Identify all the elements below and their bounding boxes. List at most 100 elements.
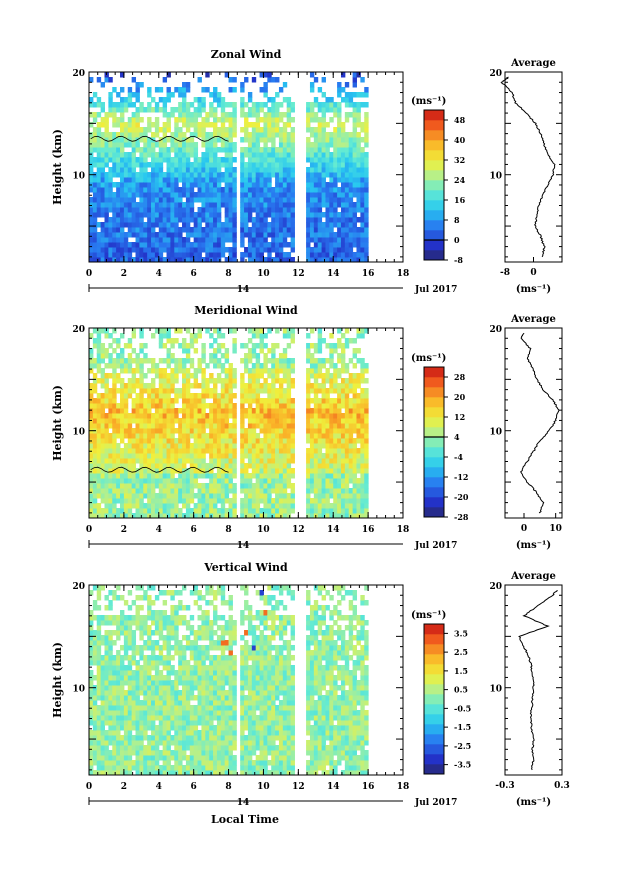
heatmap-cell	[240, 403, 245, 409]
heatmap-cell	[197, 368, 202, 374]
heatmap-cell	[162, 247, 168, 253]
heatmap-cell	[108, 645, 113, 651]
heatmap-cell	[182, 97, 187, 103]
heatmap-cell	[240, 488, 245, 494]
heatmap-cell	[325, 358, 330, 364]
heatmap-cell	[120, 433, 125, 439]
heatmap-cell	[259, 152, 264, 158]
heatmap-cell	[306, 127, 311, 133]
heatmap-cell	[100, 152, 106, 158]
heatmap-cell	[228, 197, 233, 203]
heatmap-cell	[158, 152, 164, 158]
heatmap-cell	[247, 177, 253, 183]
heatmap-cell	[352, 423, 357, 429]
heatmap-cell	[263, 187, 268, 193]
heatmap-cell	[267, 328, 272, 334]
heatmap-cell	[232, 227, 237, 233]
heatmap-cell	[108, 152, 113, 158]
heatmap-cell	[158, 393, 164, 399]
heatmap-cell	[182, 122, 187, 128]
heatmap-cell	[329, 378, 334, 384]
heatmap-cell	[151, 383, 156, 389]
heatmap-cell	[352, 473, 357, 479]
heatmap-cell	[286, 493, 292, 499]
heatmap-cell	[275, 368, 280, 374]
heatmap-cell	[189, 383, 195, 389]
heatmap-cell	[232, 87, 237, 93]
heatmap-cell	[259, 443, 264, 449]
heatmap-cell	[201, 202, 206, 208]
heatmap-cell	[174, 488, 179, 494]
heatmap-cell	[306, 152, 311, 158]
heatmap-cell	[100, 675, 106, 681]
heatmap-cell	[306, 177, 311, 183]
heatmap-cell	[313, 463, 319, 469]
heatmap-cell	[255, 107, 261, 113]
heatmap-cell	[151, 393, 156, 399]
heatmap-cell	[185, 503, 191, 509]
heatmap-cell	[135, 117, 140, 123]
heatmap-cell	[313, 142, 319, 148]
heatmap-cell	[286, 157, 292, 163]
heatmap-cell	[135, 498, 140, 504]
heatmap-cell	[209, 232, 214, 238]
heatmap-cell	[325, 488, 330, 494]
heatmap-cell	[228, 403, 233, 409]
heatmap-cell	[127, 162, 133, 168]
heatmap-cell	[263, 132, 268, 138]
heatmap-cell	[348, 423, 354, 429]
heatmap-cell	[333, 433, 338, 439]
heatmap-cell	[116, 463, 121, 469]
heatmap-cell	[259, 468, 264, 474]
heatmap-cell	[92, 147, 98, 153]
heatmap-cell	[309, 468, 315, 474]
heatmap-cell	[240, 237, 245, 243]
heatmap-cell	[96, 152, 102, 158]
heatmap-cell	[337, 237, 342, 243]
heatmap-cell	[147, 212, 152, 218]
heatmap-cell	[185, 142, 191, 148]
heatmap-cell	[255, 102, 261, 108]
heatmap-cell	[166, 122, 171, 128]
heatmap-cell	[278, 478, 284, 484]
heatmap-cell	[282, 388, 288, 394]
heatmap-cell	[154, 182, 160, 188]
heatmap-cell	[275, 513, 280, 519]
heatmap-cell	[267, 398, 272, 404]
heatmap-cell	[147, 503, 152, 509]
heatmap-cell	[309, 413, 315, 419]
heatmap-cell	[112, 328, 117, 334]
heatmap-cell	[232, 257, 237, 263]
heatmap-cell	[255, 458, 261, 464]
heatmap-cell	[271, 363, 276, 369]
heatmap-cell	[313, 172, 319, 178]
heatmap-cell	[329, 202, 334, 208]
heatmap-cell	[151, 237, 156, 243]
heatmap-cell	[92, 358, 98, 364]
heatmap-cell	[104, 705, 109, 711]
heatmap-cell	[104, 237, 109, 243]
heatmap-cell	[220, 202, 226, 208]
heatmap-cell	[321, 493, 326, 499]
heatmap-cell	[96, 750, 102, 756]
heatmap-cell	[344, 413, 350, 419]
heatmap-cell	[286, 478, 292, 484]
heatmap-cell	[189, 137, 195, 143]
heatmap-cell	[290, 157, 295, 163]
heatmap-cell	[174, 247, 179, 253]
heatmap-cell	[116, 222, 121, 228]
heatmap-cell	[96, 675, 102, 681]
heatmap-cell	[275, 227, 280, 233]
heatmap-cell	[104, 690, 109, 696]
heatmap-cell	[100, 685, 106, 691]
heatmap-cell	[162, 242, 168, 248]
heatmap-cell	[170, 112, 175, 118]
heatmap-cell	[158, 167, 164, 173]
heatmap-cell	[120, 670, 125, 676]
heatmap-cell	[158, 398, 164, 404]
heatmap-cell	[290, 368, 295, 374]
heatmap-cell	[216, 348, 222, 354]
heatmap-cell	[325, 453, 330, 459]
heatmap-cell	[306, 217, 311, 223]
heatmap-cell	[112, 755, 117, 761]
